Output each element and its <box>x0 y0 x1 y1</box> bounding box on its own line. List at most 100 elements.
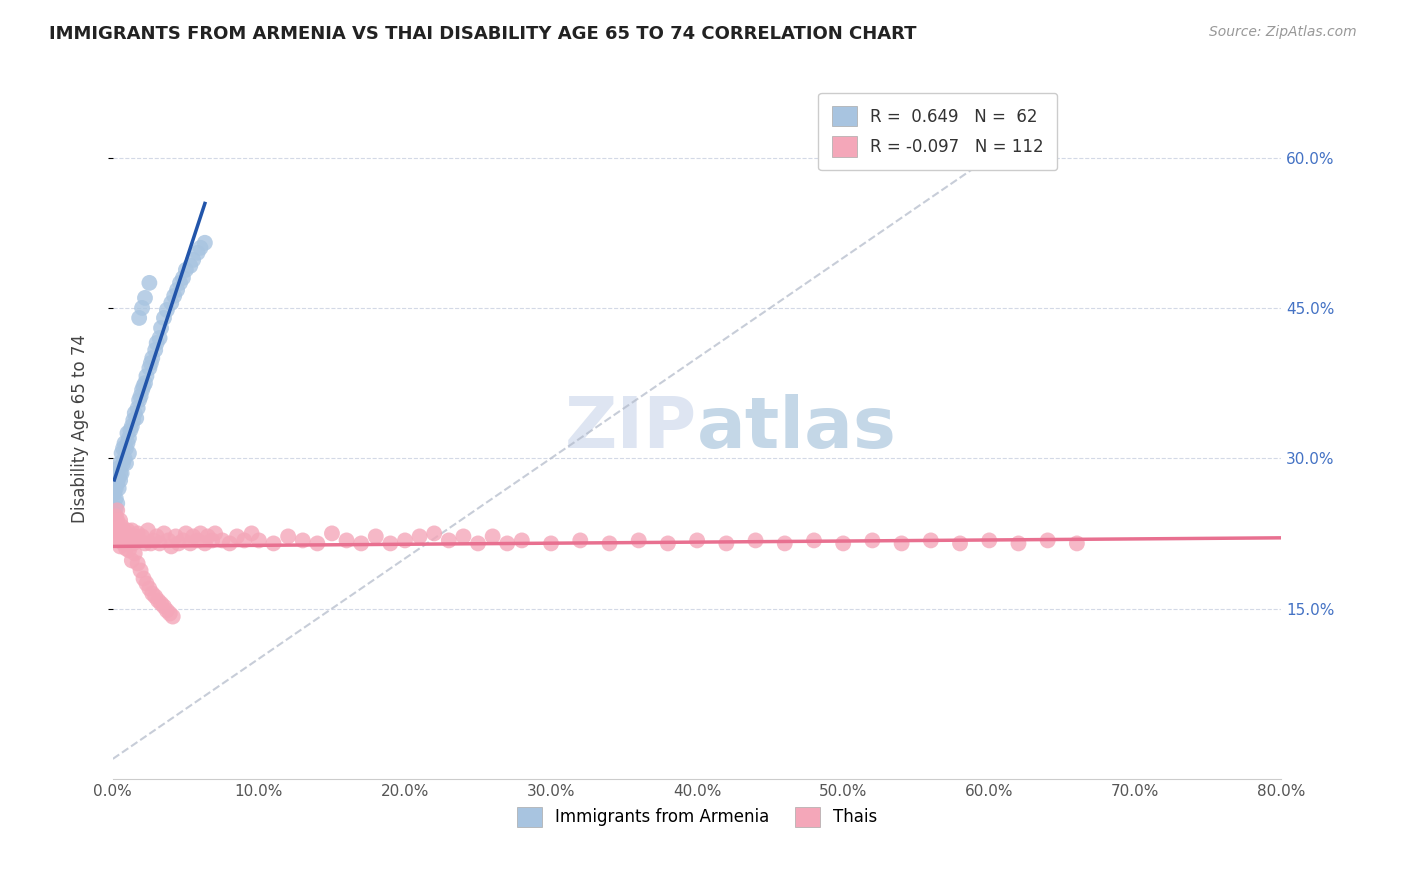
Point <box>139 536 162 550</box>
Point <box>1036 533 1059 548</box>
Point <box>108 467 131 481</box>
Point <box>156 603 179 617</box>
Point <box>117 426 139 441</box>
Point <box>153 526 176 541</box>
Point <box>112 536 135 550</box>
Point <box>233 533 256 548</box>
Point <box>110 532 132 546</box>
Point <box>143 590 166 604</box>
Point <box>890 536 912 550</box>
Point <box>121 553 143 567</box>
Point <box>194 235 217 250</box>
Point <box>135 576 157 591</box>
Point <box>139 356 162 370</box>
Point <box>167 536 190 550</box>
Point <box>112 524 135 538</box>
Point <box>159 607 181 621</box>
Point <box>149 331 172 345</box>
Point <box>103 486 125 500</box>
Text: IMMIGRANTS FROM ARMENIA VS THAI DISABILITY AGE 65 TO 74 CORRELATION CHART: IMMIGRANTS FROM ARMENIA VS THAI DISABILI… <box>49 25 917 43</box>
Point <box>125 411 148 425</box>
Point <box>115 541 138 556</box>
Point <box>187 533 209 548</box>
Point <box>146 593 169 607</box>
Point <box>716 536 738 550</box>
Point <box>107 521 129 535</box>
Point <box>114 533 136 548</box>
Point <box>201 533 224 548</box>
Point <box>165 529 187 543</box>
Point <box>627 533 650 548</box>
Point <box>135 369 157 384</box>
Point <box>803 533 825 548</box>
Point <box>181 529 204 543</box>
Point <box>141 351 163 365</box>
Point <box>979 533 1001 548</box>
Point <box>321 526 343 541</box>
Point <box>131 383 153 397</box>
Point <box>104 509 127 524</box>
Point <box>569 533 592 548</box>
Point <box>142 533 165 548</box>
Point <box>160 540 183 554</box>
Point <box>118 543 141 558</box>
Point <box>114 529 136 543</box>
Point <box>157 533 180 548</box>
Point <box>118 529 141 543</box>
Point <box>121 419 143 434</box>
Point <box>108 456 131 470</box>
Point <box>179 259 201 273</box>
Point <box>124 546 146 560</box>
Point <box>120 533 142 548</box>
Point <box>115 456 138 470</box>
Point <box>131 529 153 543</box>
Point <box>115 533 138 548</box>
Point <box>108 513 131 527</box>
Point <box>190 526 212 541</box>
Point <box>156 302 179 317</box>
Point <box>120 423 142 437</box>
Point <box>112 524 135 538</box>
Point <box>181 252 204 267</box>
Point <box>104 524 127 538</box>
Point <box>105 513 128 527</box>
Point <box>211 533 233 548</box>
Point <box>118 431 141 445</box>
Point <box>408 529 430 543</box>
Point <box>920 533 942 548</box>
Point <box>105 496 128 510</box>
Point <box>132 572 155 586</box>
Point <box>110 519 132 533</box>
Point <box>277 529 299 543</box>
Point <box>105 503 128 517</box>
Point <box>773 536 796 550</box>
Point <box>128 533 150 548</box>
Point <box>481 529 503 543</box>
Point <box>150 321 173 335</box>
Point <box>453 529 475 543</box>
Point <box>240 526 263 541</box>
Point <box>138 582 160 596</box>
Point <box>194 536 217 550</box>
Point <box>112 456 135 470</box>
Point <box>104 481 127 495</box>
Point <box>744 533 766 548</box>
Point <box>166 283 188 297</box>
Point <box>247 533 270 548</box>
Point <box>115 526 138 541</box>
Point <box>149 536 172 550</box>
Point <box>291 533 314 548</box>
Point <box>174 526 197 541</box>
Point <box>129 564 152 578</box>
Point <box>350 536 373 550</box>
Point <box>860 533 883 548</box>
Point <box>134 291 156 305</box>
Point <box>110 467 132 481</box>
Point <box>131 301 153 315</box>
Point <box>117 524 139 538</box>
Point <box>121 524 143 538</box>
Point <box>145 336 167 351</box>
Point <box>143 343 166 357</box>
Point <box>118 446 141 460</box>
Point <box>107 461 129 475</box>
